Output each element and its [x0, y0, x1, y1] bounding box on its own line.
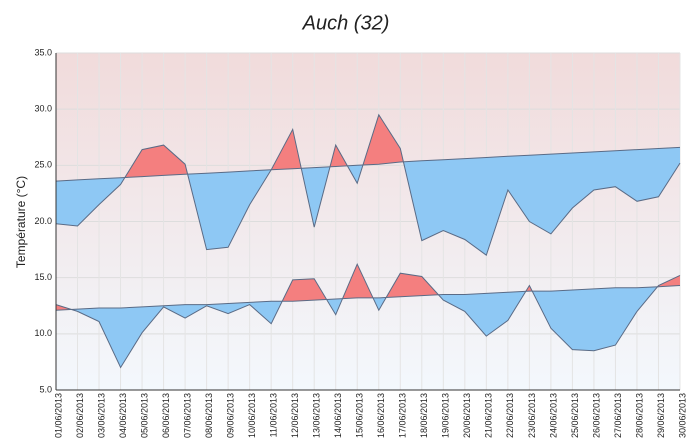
series-line [55, 113, 681, 257]
y-tick-label: 35.0 [34, 47, 52, 57]
y-tick-label: 5.0 [39, 384, 52, 394]
x-tick-label: 10/06/2013 [247, 393, 257, 438]
band-below [56, 147, 680, 256]
x-tick-label: 09/06/2013 [226, 393, 236, 438]
series-line [55, 146, 681, 182]
x-tick-label: 26/06/2013 [591, 393, 601, 438]
x-tick-label: 30/06/2013 [677, 393, 687, 438]
x-tick-label: 05/06/2013 [139, 393, 149, 438]
y-tick-label: 20.0 [34, 216, 52, 226]
x-tick-label: 01/06/2013 [53, 393, 63, 438]
x-tick-label: 25/06/2013 [570, 393, 580, 438]
x-tick-label: 16/06/2013 [376, 393, 386, 438]
chart-title: Auch (32) [302, 12, 390, 34]
x-tick-label: 27/06/2013 [613, 393, 623, 438]
x-tick-label: 17/06/2013 [398, 393, 408, 438]
x-tick-label: 02/06/2013 [75, 393, 85, 438]
x-tick-label: 11/06/2013 [269, 393, 279, 437]
x-tick-label: 19/06/2013 [441, 393, 451, 438]
x-tick-label: 24/06/2013 [548, 393, 558, 438]
y-tick-label: 25.0 [34, 160, 52, 170]
x-tick-label: 28/06/2013 [634, 393, 644, 438]
y-axis-label: Température (°C) [14, 176, 28, 268]
y-tick-label: 15.0 [34, 272, 52, 282]
x-tick-label: 15/06/2013 [355, 393, 365, 438]
x-tick-label: 21/06/2013 [484, 393, 494, 438]
x-tick-label: 08/06/2013 [204, 393, 214, 438]
x-tick-label: 14/06/2013 [333, 393, 343, 438]
x-tick-label: 07/06/2013 [182, 393, 192, 438]
x-tick-label: 06/06/2013 [161, 393, 171, 438]
x-tick-label: 12/06/2013 [290, 393, 300, 438]
x-tick-label: 23/06/2013 [527, 393, 537, 438]
x-tick-label: 13/06/2013 [312, 393, 322, 438]
x-tick-label: 29/06/2013 [656, 393, 666, 438]
x-tick-label: 22/06/2013 [505, 393, 515, 438]
series-line [55, 262, 681, 369]
y-tick-label: 10.0 [34, 328, 52, 338]
x-tick-label: 18/06/2013 [419, 393, 429, 438]
x-tick-label: 20/06/2013 [462, 393, 472, 438]
x-tick-label: 04/06/2013 [118, 393, 128, 438]
series-line [55, 285, 681, 311]
x-tick-label: 03/06/2013 [96, 393, 106, 438]
y-tick-label: 30.0 [34, 104, 52, 114]
